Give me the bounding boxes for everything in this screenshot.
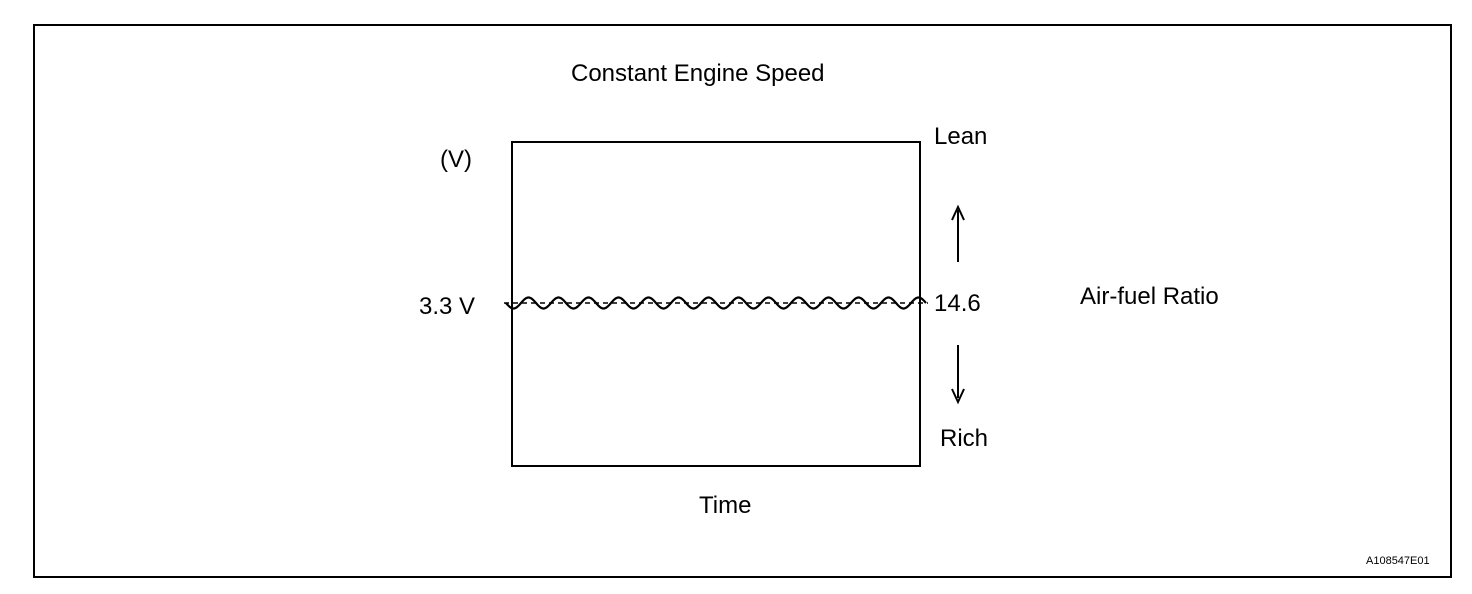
y-axis-unit-label: (V) [440,146,472,173]
lean-label: Lean [934,123,988,150]
figure-id-label: A108547E01 [1366,555,1430,567]
rich-label: Rich [940,425,989,452]
diagram-title: Constant Engine Speed [571,60,825,87]
oscillation-waveform [505,296,927,310]
ratio-value-label: 14.6 [934,290,981,317]
diagram-frame [33,24,1452,578]
air-fuel-ratio-label: Air-fuel Ratio [1080,283,1219,310]
arrow-up-icon [951,204,965,262]
x-axis-time-label: Time [699,492,752,519]
arrow-down-icon [951,345,965,405]
plot-box [511,141,921,467]
voltage-label: 3.3 V [419,293,476,320]
